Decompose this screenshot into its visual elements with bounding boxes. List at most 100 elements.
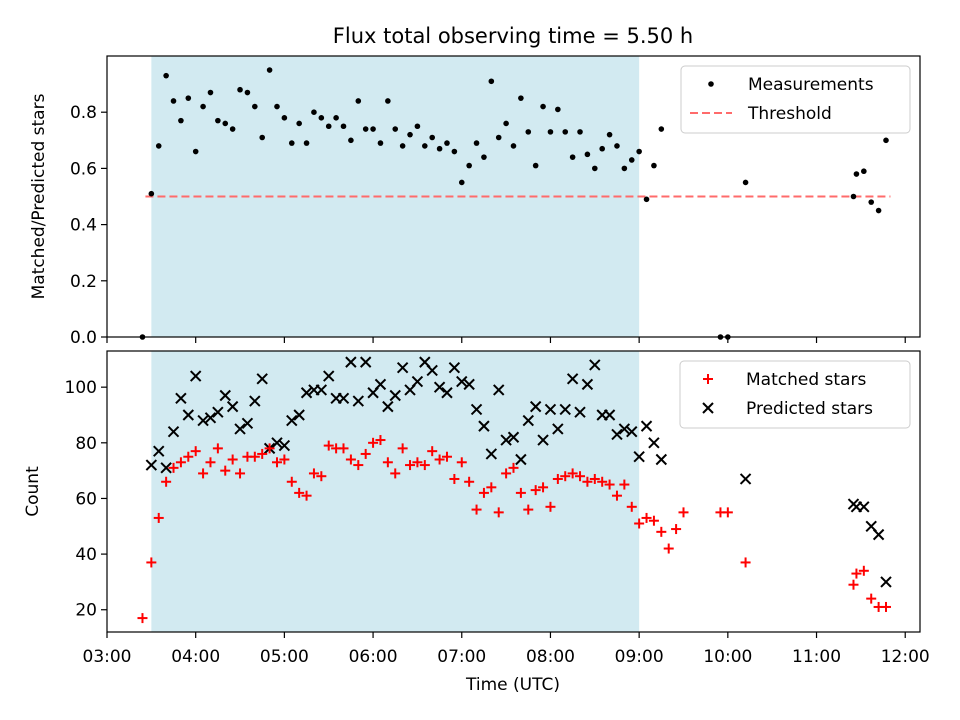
- predicted-star-point: [456, 375, 468, 388]
- measurement-point: [185, 95, 192, 101]
- x-tick-label: 10:00: [703, 647, 752, 667]
- legend-predicted-label: Predicted stars: [746, 399, 873, 419]
- measurement-point: [414, 123, 421, 130]
- matched-star-point: [486, 482, 497, 493]
- measurement-point: [252, 103, 258, 110]
- matched-star-point: [656, 526, 667, 537]
- measurement-point: [444, 140, 450, 146]
- measurement-point: [614, 143, 620, 149]
- matched-star-point: [471, 504, 482, 515]
- matched-star-point: [851, 568, 862, 579]
- bottom-y-axis-label: Count: [23, 466, 43, 517]
- matched-star-point: [501, 468, 512, 479]
- measurement-point: [215, 117, 221, 124]
- predicted-star-point: [618, 423, 631, 435]
- matched-star-point: [360, 448, 371, 459]
- matched-star-point: [858, 565, 869, 576]
- measurement-point: [207, 89, 214, 96]
- matched-star-point: [626, 501, 637, 512]
- measurement-point: [451, 148, 458, 155]
- predicted-star-point: [286, 414, 298, 427]
- measurement-point: [266, 67, 273, 73]
- matched-star-point: [227, 454, 238, 465]
- matched-star-point: [478, 487, 489, 498]
- predicted-star-point: [189, 370, 202, 382]
- measurement-point: [628, 157, 635, 163]
- measurement-point: [296, 120, 302, 127]
- y-tick-label: 40: [75, 545, 97, 565]
- matched-star-point: [508, 462, 519, 473]
- measurement-point: [853, 171, 860, 177]
- bottom-panel: 20 40 60 80 100 03:00 04:00 05:00 06:00 07:00 08:…: [23, 350, 930, 695]
- measurement-point: [466, 162, 472, 169]
- predicted-star-point: [382, 400, 394, 413]
- x-tick-label: 03:00: [83, 647, 132, 667]
- measurement-point: [658, 126, 665, 132]
- predicted-star-point: [552, 423, 564, 435]
- matched-star-point: [515, 487, 526, 498]
- matched-star-point: [538, 482, 549, 493]
- matched-star-point: [175, 457, 186, 468]
- matched-star-point: [567, 468, 578, 479]
- predicted-star-point: [278, 439, 291, 452]
- matched-star-point: [382, 457, 393, 468]
- measurement-point: [274, 103, 280, 110]
- y-tick-label: 0.8: [70, 103, 97, 123]
- x-tick-label: 09:00: [615, 647, 664, 667]
- predicted-star-point: [175, 392, 187, 405]
- measurement-point: [229, 126, 236, 132]
- legend-matched-marker: [703, 374, 713, 384]
- matched-star-point: [523, 504, 534, 515]
- predicted-star-point: [145, 459, 158, 471]
- x-tick-label: 06:00: [349, 647, 398, 667]
- matched-star-point: [301, 490, 312, 501]
- measurement-point: [495, 134, 502, 141]
- matched-star-point: [545, 501, 556, 512]
- predicted-star-point: [197, 414, 209, 427]
- matched-star-point: [375, 435, 386, 446]
- predicted-star-point: [478, 420, 490, 432]
- matched-star-point: [279, 454, 290, 465]
- matched-star-point: [597, 476, 608, 487]
- matched-star-point: [464, 476, 475, 487]
- measurement-point: [458, 179, 465, 186]
- predicted-star-point: [249, 395, 261, 407]
- bottom-x-ticks: 03:00 04:00 05:00 06:00 07:00 08:00 09:00 10:00…: [83, 632, 930, 667]
- predicted-star-point: [219, 389, 231, 402]
- x-axis-label: Time (UTC): [465, 675, 560, 695]
- measurement-point: [399, 143, 406, 149]
- top-y-ticks: 0.0 0.2 0.4 0.6 0.8: [70, 103, 107, 348]
- predicted-star-point: [603, 409, 616, 421]
- y-tick-label: 0.0: [70, 328, 97, 348]
- y-tick-label: 20: [75, 601, 97, 621]
- measurement-point: [606, 131, 613, 138]
- predicted-star-point: [485, 448, 498, 460]
- predicted-star-point: [872, 528, 885, 541]
- matched-star-point: [316, 471, 327, 482]
- matched-star-point: [190, 446, 201, 457]
- matched-star-point: [671, 524, 682, 535]
- measurement-point: [288, 140, 295, 146]
- measurement-point: [651, 162, 657, 169]
- bottom-observing-window: [151, 351, 640, 632]
- measurement-point: [237, 86, 243, 93]
- predicted-star-point: [739, 473, 752, 485]
- predicted-star-point: [389, 389, 401, 402]
- matched-star-point: [663, 543, 674, 554]
- measurement-point: [370, 126, 376, 132]
- predicted-star-point: [337, 392, 350, 405]
- predicted-star-point: [167, 425, 180, 438]
- matched-star-point: [146, 557, 157, 568]
- measurement-point: [163, 72, 169, 79]
- measurement-point: [577, 129, 583, 135]
- measurement-point: [377, 140, 384, 146]
- top-y-axis-label: Matched/Predicted stars: [29, 93, 49, 299]
- predicted-star-point: [448, 361, 461, 374]
- predicted-star-point: [153, 445, 165, 457]
- matched-star-point: [589, 473, 600, 484]
- y-tick-label: 0.4: [70, 216, 97, 236]
- matched-star-point: [137, 613, 148, 624]
- measurement-point: [850, 193, 857, 200]
- measurement-point: [385, 98, 391, 104]
- predicted-star-point: [574, 406, 586, 418]
